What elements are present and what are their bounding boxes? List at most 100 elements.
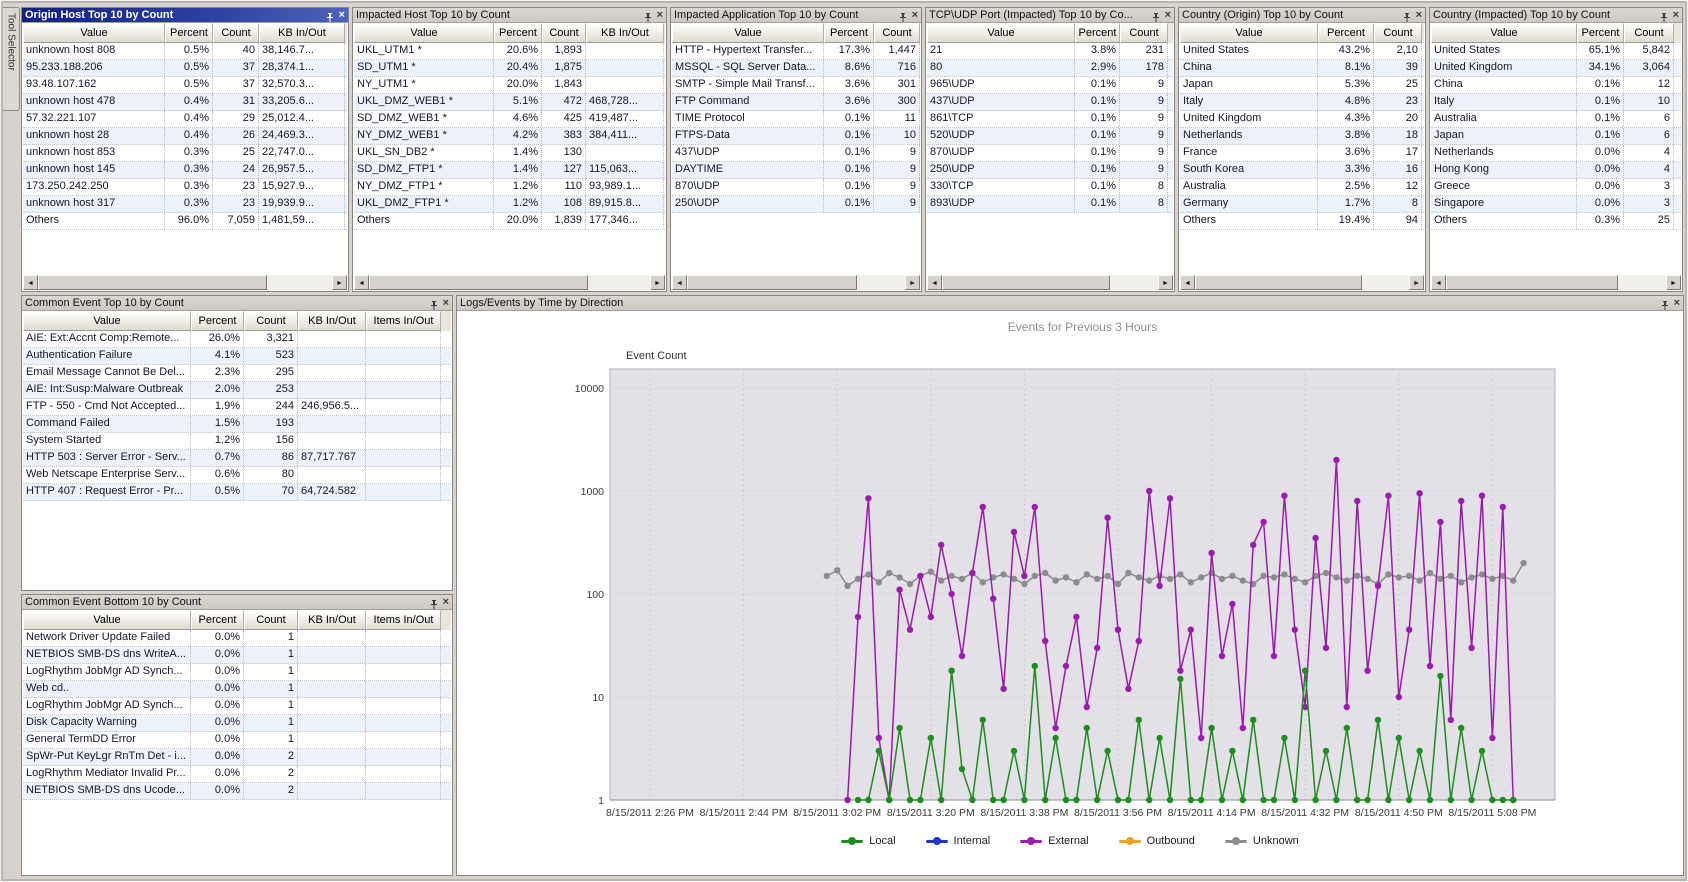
table-row[interactable]: Germany1.7%8 — [1180, 196, 1424, 213]
pin-icon[interactable] — [429, 597, 439, 607]
column-header[interactable]: Items In/Out — [366, 311, 441, 331]
table-row[interactable]: Command Failed1.5%193 — [23, 416, 451, 433]
legend-item[interactable]: Unknown — [1225, 835, 1299, 847]
table-row[interactable]: Italy4.8%23 — [1180, 94, 1424, 111]
table-row[interactable]: 861\TCP0.1%9 — [927, 111, 1173, 128]
table-row[interactable]: Authentication Failure4.1%523 — [23, 348, 451, 365]
scroll-right-icon[interactable]: ► — [905, 275, 920, 290]
column-header[interactable]: Value — [23, 311, 191, 331]
table-row[interactable]: Netherlands3.8%18 — [1180, 128, 1424, 145]
table-row[interactable]: FTP - 550 - Cmd Not Accepted...1.9%24424… — [23, 399, 451, 416]
scrollbar-track[interactable] — [942, 275, 1158, 290]
table-row[interactable]: 437\UDP0.1%9 — [927, 94, 1173, 111]
column-header[interactable]: Count — [1624, 23, 1674, 43]
legend-item[interactable]: Outbound — [1119, 835, 1195, 847]
table-row[interactable]: 93.48.107.1620.5%3732,570.3... — [23, 77, 347, 94]
column-header[interactable]: Percent — [191, 311, 244, 331]
pin-icon[interactable] — [1659, 10, 1669, 20]
legend-item[interactable]: Internal — [926, 835, 991, 847]
table-row[interactable]: FTP Command3.6%300 — [672, 94, 920, 111]
column-header[interactable]: Value — [23, 610, 191, 630]
close-icon[interactable]: × — [912, 10, 918, 20]
table-row[interactable]: 965\UDP0.1%9 — [927, 77, 1173, 94]
scroll-right-icon[interactable]: ► — [332, 275, 347, 290]
scrollbar-track[interactable] — [687, 275, 905, 290]
column-header[interactable]: Count — [542, 23, 586, 43]
panel-titlebar[interactable]: Logs/Events by Time by Direction × — [457, 296, 1683, 311]
table-row[interactable]: AIE: Ext:Accnt Comp:Remote...26.0%3,321 — [23, 331, 451, 348]
table-row[interactable]: Singapore0.0%3 — [1431, 196, 1681, 213]
scrollbar-thumb[interactable] — [687, 275, 857, 290]
table-row[interactable]: LogRhythm JobMgr AD Synch...0.0%1 — [23, 664, 451, 681]
pin-icon[interactable] — [429, 298, 439, 308]
table-row[interactable]: unknown host 1450.3%2426,957.5... — [23, 162, 347, 179]
table-row[interactable]: 802.9%178 — [927, 60, 1173, 77]
column-header[interactable]: Percent — [1577, 23, 1624, 43]
table-row[interactable]: HTTP 503 : Server Error - Serv...0.7%868… — [23, 450, 451, 467]
scrollbar-thumb[interactable] — [369, 275, 588, 290]
column-header[interactable]: Count — [1374, 23, 1422, 43]
horizontal-scrollbar[interactable]: ◄ ► — [23, 275, 347, 290]
table-row[interactable]: 520\UDP0.1%9 — [927, 128, 1173, 145]
pin-icon[interactable] — [898, 10, 908, 20]
table-row[interactable]: LogRhythm JobMgr AD Synch...0.0%1 — [23, 698, 451, 715]
horizontal-scrollbar[interactable]: ◄ ► — [927, 275, 1173, 290]
column-header[interactable]: Count — [1120, 23, 1168, 43]
table-row[interactable]: Australia0.1%6 — [1431, 111, 1681, 128]
table-row[interactable]: 893\UDP0.1%8 — [927, 196, 1173, 213]
horizontal-scrollbar[interactable]: ◄ ► — [1180, 275, 1424, 290]
table-row[interactable]: Email Message Cannot Be Del...2.3%295 — [23, 365, 451, 382]
scroll-left-icon[interactable]: ◄ — [1431, 275, 1446, 290]
column-header[interactable]: Percent — [1318, 23, 1374, 43]
table-row[interactable]: Web cd..0.0%1 — [23, 681, 451, 698]
column-header[interactable]: Count — [213, 23, 259, 43]
column-header[interactable]: Percent — [165, 23, 213, 43]
close-icon[interactable]: × — [443, 597, 449, 607]
column-header[interactable]: KB In/Out — [259, 23, 345, 43]
column-header[interactable]: KB In/Out — [586, 23, 664, 43]
table-row[interactable]: SD_UTM1 *20.4%1,875 — [354, 60, 665, 77]
table-row[interactable]: SD_DMZ_FTP1 *1.4%127115,063... — [354, 162, 665, 179]
table-row[interactable]: unknown host 3170.3%2319,939.9... — [23, 196, 347, 213]
table-row[interactable]: MSSQL - SQL Server Data...8.6%716 — [672, 60, 920, 77]
table-row[interactable]: SD_DMZ_WEB1 *4.6%425419,487... — [354, 111, 665, 128]
panel-titlebar[interactable]: Common Event Bottom 10 by Count × — [22, 595, 452, 610]
table-row[interactable]: China8.1%39 — [1180, 60, 1424, 77]
scrollbar-track[interactable] — [1446, 275, 1666, 290]
table-row[interactable]: NETBIOS SMB-DS dns Ucode...0.0%2 — [23, 783, 451, 800]
table-row[interactable]: DAYTIME0.1%9 — [672, 162, 920, 179]
scrollbar-thumb[interactable] — [1446, 275, 1618, 290]
table-row[interactable]: Japan0.1%6 — [1431, 128, 1681, 145]
table-row[interactable]: United States65.1%5,842 — [1431, 43, 1681, 60]
scroll-right-icon[interactable]: ► — [1409, 275, 1424, 290]
column-header[interactable]: Count — [244, 311, 298, 331]
table-row[interactable]: SMTP - Simple Mail Transf...3.6%301 — [672, 77, 920, 94]
panel-titlebar[interactable]: Impacted Host Top 10 by Count × — [353, 8, 666, 23]
pin-icon[interactable] — [643, 10, 653, 20]
pin-icon[interactable] — [1151, 10, 1161, 20]
table-row[interactable]: NY_DMZ_WEB1 *4.2%383384,411... — [354, 128, 665, 145]
table-row[interactable]: 57.32.221.1070.4%2925,012.4... — [23, 111, 347, 128]
table-row[interactable]: LogRhythm Mediator Invalid Pr...0.0%2 — [23, 766, 451, 783]
column-header[interactable]: KB In/Out — [298, 610, 366, 630]
scrollbar-track[interactable] — [369, 275, 650, 290]
panel-titlebar[interactable]: Country (Impacted) Top 10 by Count × — [1430, 8, 1682, 23]
scroll-left-icon[interactable]: ◄ — [354, 275, 369, 290]
scroll-left-icon[interactable]: ◄ — [1180, 275, 1195, 290]
table-row[interactable]: 173.250.242.2500.3%2315,927.9... — [23, 179, 347, 196]
pin-icon[interactable] — [1402, 10, 1412, 20]
legend-item[interactable]: External — [1020, 835, 1088, 847]
close-icon[interactable]: × — [1674, 298, 1680, 308]
table-row[interactable]: Greece0.0%3 — [1431, 179, 1681, 196]
horizontal-scrollbar[interactable]: ◄ ► — [354, 275, 665, 290]
table-row[interactable]: Web Netscape Enterprise Serv...0.6%80 — [23, 467, 451, 484]
column-header[interactable]: Percent — [824, 23, 874, 43]
column-header[interactable]: Value — [1431, 23, 1577, 43]
table-row[interactable]: unknown host 4780.4%3133,205.6... — [23, 94, 347, 111]
column-header[interactable]: Percent — [494, 23, 542, 43]
table-row[interactable]: Disk Capacity Warning0.0%1 — [23, 715, 451, 732]
table-row[interactable]: NY_DMZ_FTP1 *1.2%11093,989.1... — [354, 179, 665, 196]
legend-item[interactable]: Local — [841, 835, 895, 847]
panel-titlebar[interactable]: Common Event Top 10 by Count × — [22, 296, 452, 311]
table-row[interactable]: General TermDD Error0.0%1 — [23, 732, 451, 749]
